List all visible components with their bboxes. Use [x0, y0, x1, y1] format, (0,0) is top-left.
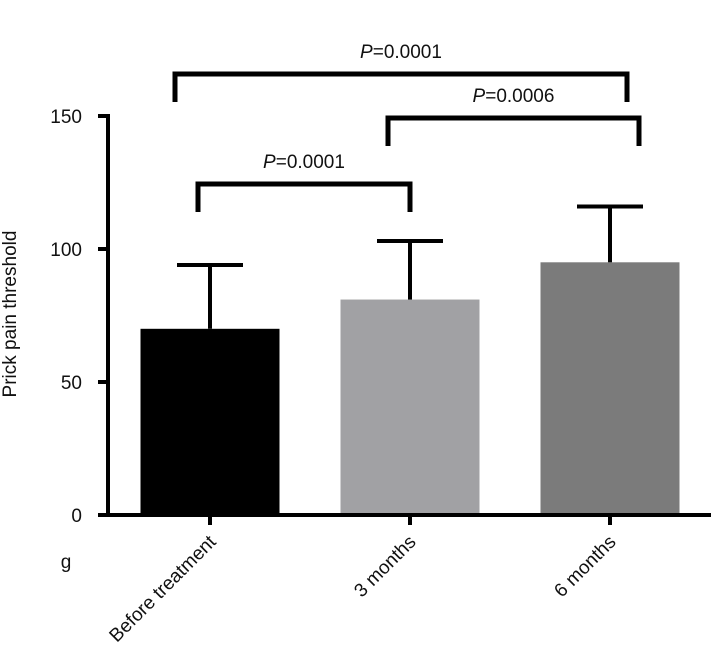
x-tick-label: 6 months — [550, 532, 620, 602]
p-symbol: P — [473, 86, 486, 107]
significance-bracket — [195, 181, 413, 212]
significance-bracket — [385, 115, 642, 146]
p-value-label: P=0.0006 — [473, 86, 555, 107]
y-axis-unit: g — [61, 552, 72, 573]
y-axis-title: Prick pain threshold — [0, 231, 21, 398]
x-tick-label: Before treatment — [106, 531, 221, 646]
p-symbol: P — [263, 152, 276, 173]
p-value-label: P=0.0001 — [263, 152, 345, 173]
p-value-number: =0.0001 — [276, 152, 345, 173]
x-tick-label: 3 months — [350, 532, 420, 602]
p-value-number: =0.0006 — [485, 86, 554, 107]
y-tick-label: 0 — [71, 506, 82, 527]
p-symbol: P — [360, 42, 373, 63]
y-tick-label: 150 — [50, 107, 82, 128]
bar — [140, 328, 280, 515]
y-tick-label: 100 — [50, 240, 82, 261]
significance-bracket — [172, 71, 630, 102]
bar — [340, 299, 480, 515]
p-value-label: P=0.0001 — [360, 42, 442, 63]
bar — [540, 262, 680, 515]
p-value-number: =0.0001 — [373, 42, 442, 63]
plot-area: 0 50 100 150 Before treatment 3 months 6 month… — [50, 42, 711, 647]
y-tick-label: 50 — [61, 373, 82, 394]
